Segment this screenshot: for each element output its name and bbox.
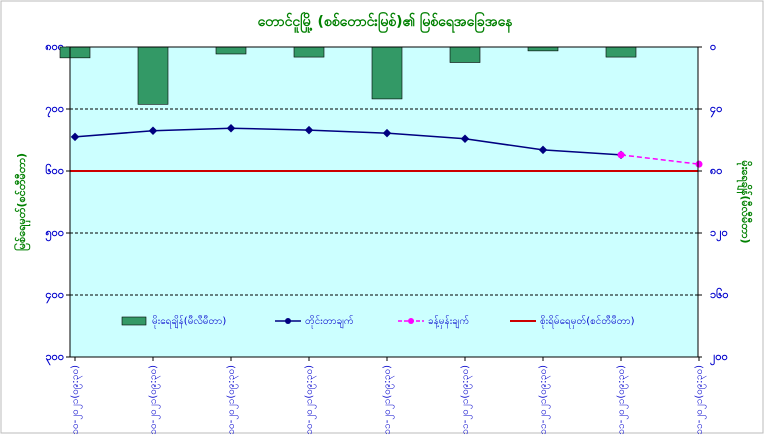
- point: [226, 123, 236, 133]
- line: [74, 127, 622, 156]
- bar: [215, 46, 247, 55]
- y-tick-label: ၆၀၀: [45, 164, 64, 177]
- legend-marker: [285, 318, 291, 324]
- legend-label: စိုးရိမ်ရေမှတ်(စင်တီမီတာ): [540, 314, 635, 329]
- legend-marker: [408, 318, 414, 324]
- y-tick-label: ၇၀၀: [45, 102, 64, 118]
- y-tick-label: ၈၀၀: [45, 40, 64, 53]
- y2-tick-label: ၀: [710, 40, 716, 53]
- y2-tick-label: ၁၆၀: [710, 288, 729, 301]
- y2-tick-label: ၂၀၀: [710, 350, 728, 366]
- x-tick-label: ၄-၁၁-၂၀၂၁(၀၉:၃၀): [616, 365, 629, 435]
- bar: [137, 46, 169, 105]
- point: [460, 134, 470, 144]
- plot-border: [69, 46, 699, 358]
- y2-tick-label: ၁၂၀: [710, 226, 728, 242]
- y2-tick-label: ၄၀: [710, 102, 722, 118]
- x-tick-label: ၃၀-၁၀-၂၀၂၁(၀၉:၃၀): [226, 365, 239, 435]
- y-tick-label: ၅၀၀: [45, 226, 64, 242]
- x-tick-label: ၃-၁၁-၂၀၂၁(၀၉:၃၀): [538, 365, 551, 435]
- bar: [605, 46, 637, 58]
- chart-title: တောင်ငူမြို့ (စစ်တောင်းမြစ်)၏ မြစ်ရေအခြေ…: [258, 12, 514, 33]
- point: [148, 126, 158, 135]
- line: [620, 154, 700, 165]
- y2-axis-label: မိုးရေချိန်(မီလီမီတာ): [736, 160, 753, 243]
- y-tick-label: ၃၀၀: [45, 350, 64, 366]
- x-tick-label: ၂၈-၁၀-၂၀၂၁(၀၉:၃၀): [70, 365, 83, 435]
- point: [382, 128, 392, 138]
- bar: [293, 46, 325, 58]
- legend-label: ခန့်မှန်းချက်: [428, 314, 469, 329]
- point: [70, 132, 80, 142]
- bar: [449, 46, 481, 63]
- point: [304, 125, 314, 135]
- x-tick-label: ၂-၁၁-၂၀၂၁(၀၉:၃၀): [460, 365, 473, 435]
- point: [617, 151, 625, 159]
- point: [695, 160, 703, 168]
- legend-label: မိုးရေချိန်(မီလီမီတာ): [152, 314, 226, 329]
- legend-label: တိုင်းတာချက်: [305, 314, 354, 329]
- x-tick-label: ၃၁-၁၀-၂၀၂၁(၀၉:၃၀): [304, 365, 317, 435]
- legend-swatch: [121, 316, 147, 326]
- bar: [527, 46, 559, 52]
- y-tick-label: ၄၀၀: [45, 288, 64, 304]
- bar: [371, 46, 403, 100]
- x-tick-label: ၅-၁၁-၂၀၂၁(၀၉:၃၀): [694, 365, 707, 435]
- x-tick-label: ၂၉-၁၀-၂၀၂၁(၀၉:၃၀): [148, 365, 161, 435]
- bar: [59, 46, 91, 59]
- y2-tick-label: ၈၀: [710, 164, 722, 177]
- x-tick-label: ၁-၁၁-၂၀၂၁(၀၉:၃၀): [382, 365, 395, 435]
- y-axis-label: မြစ်ရေမှတ်(စင်တီမီတာ): [13, 153, 31, 251]
